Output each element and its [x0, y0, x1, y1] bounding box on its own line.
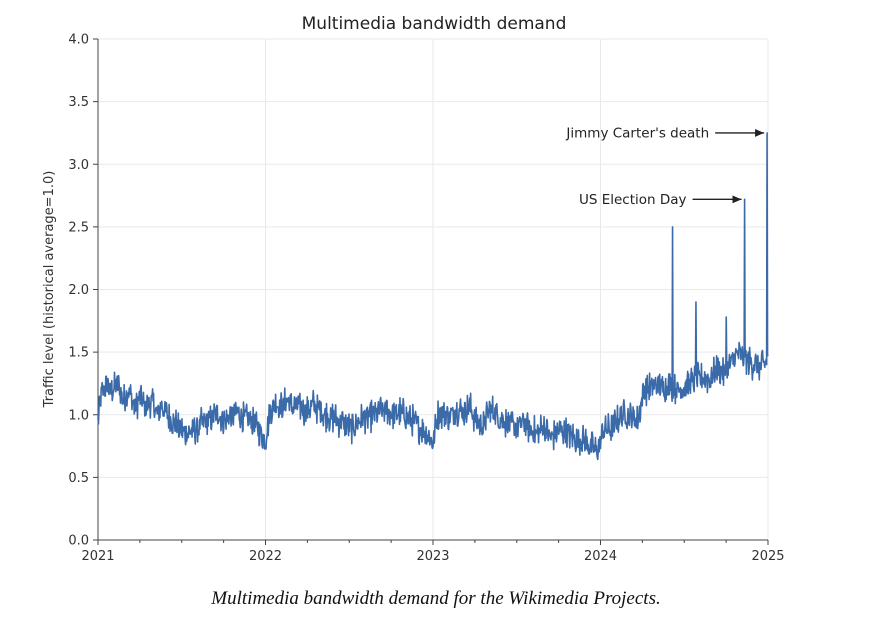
x-tick-label: 2021: [81, 549, 114, 564]
y-tick-label: 3.5: [68, 95, 89, 110]
grid: [97, 38, 769, 541]
y-tick-label: 0.0: [68, 534, 89, 549]
y-tick-label: 4.0: [68, 33, 89, 48]
annotation-label: Jimmy Carter's death: [565, 125, 709, 141]
chart-title: Multimedia bandwidth demand: [302, 14, 567, 34]
y-tick-label: 0.5: [68, 471, 89, 486]
series: [97, 132, 769, 461]
chart: 0.0 0.5 1.0 1.5 2.0 2.5 3.0 3.5 4.0 2021 2022 2023 2…: [42, 14, 785, 565]
y-tick-label: 2.5: [68, 220, 89, 235]
y-axis-label: Traffic level (historical average=1.0): [42, 171, 57, 409]
ticks: 0.0 0.5 1.0 1.5 2.0 2.5 3.0 3.5 4.0 2021 2022 2023 2…: [68, 33, 784, 565]
annotation-label: US Election Day: [579, 192, 687, 208]
y-tick-label: 1.0: [68, 408, 89, 423]
y-tick-label: 2.0: [68, 283, 89, 298]
x-tick-label: 2023: [416, 549, 449, 564]
annotations: Jimmy Carter's death US Election Day: [565, 125, 765, 208]
x-tick-label: 2022: [249, 549, 282, 564]
x-tick-label: 2025: [751, 549, 784, 564]
series-line: [97, 132, 769, 461]
x-tick-label: 2024: [584, 549, 617, 564]
figure-caption: Multimedia bandwidth demand for the Wiki…: [211, 588, 661, 609]
y-tick-label: 3.0: [68, 158, 89, 173]
y-tick-label: 1.5: [68, 346, 89, 361]
